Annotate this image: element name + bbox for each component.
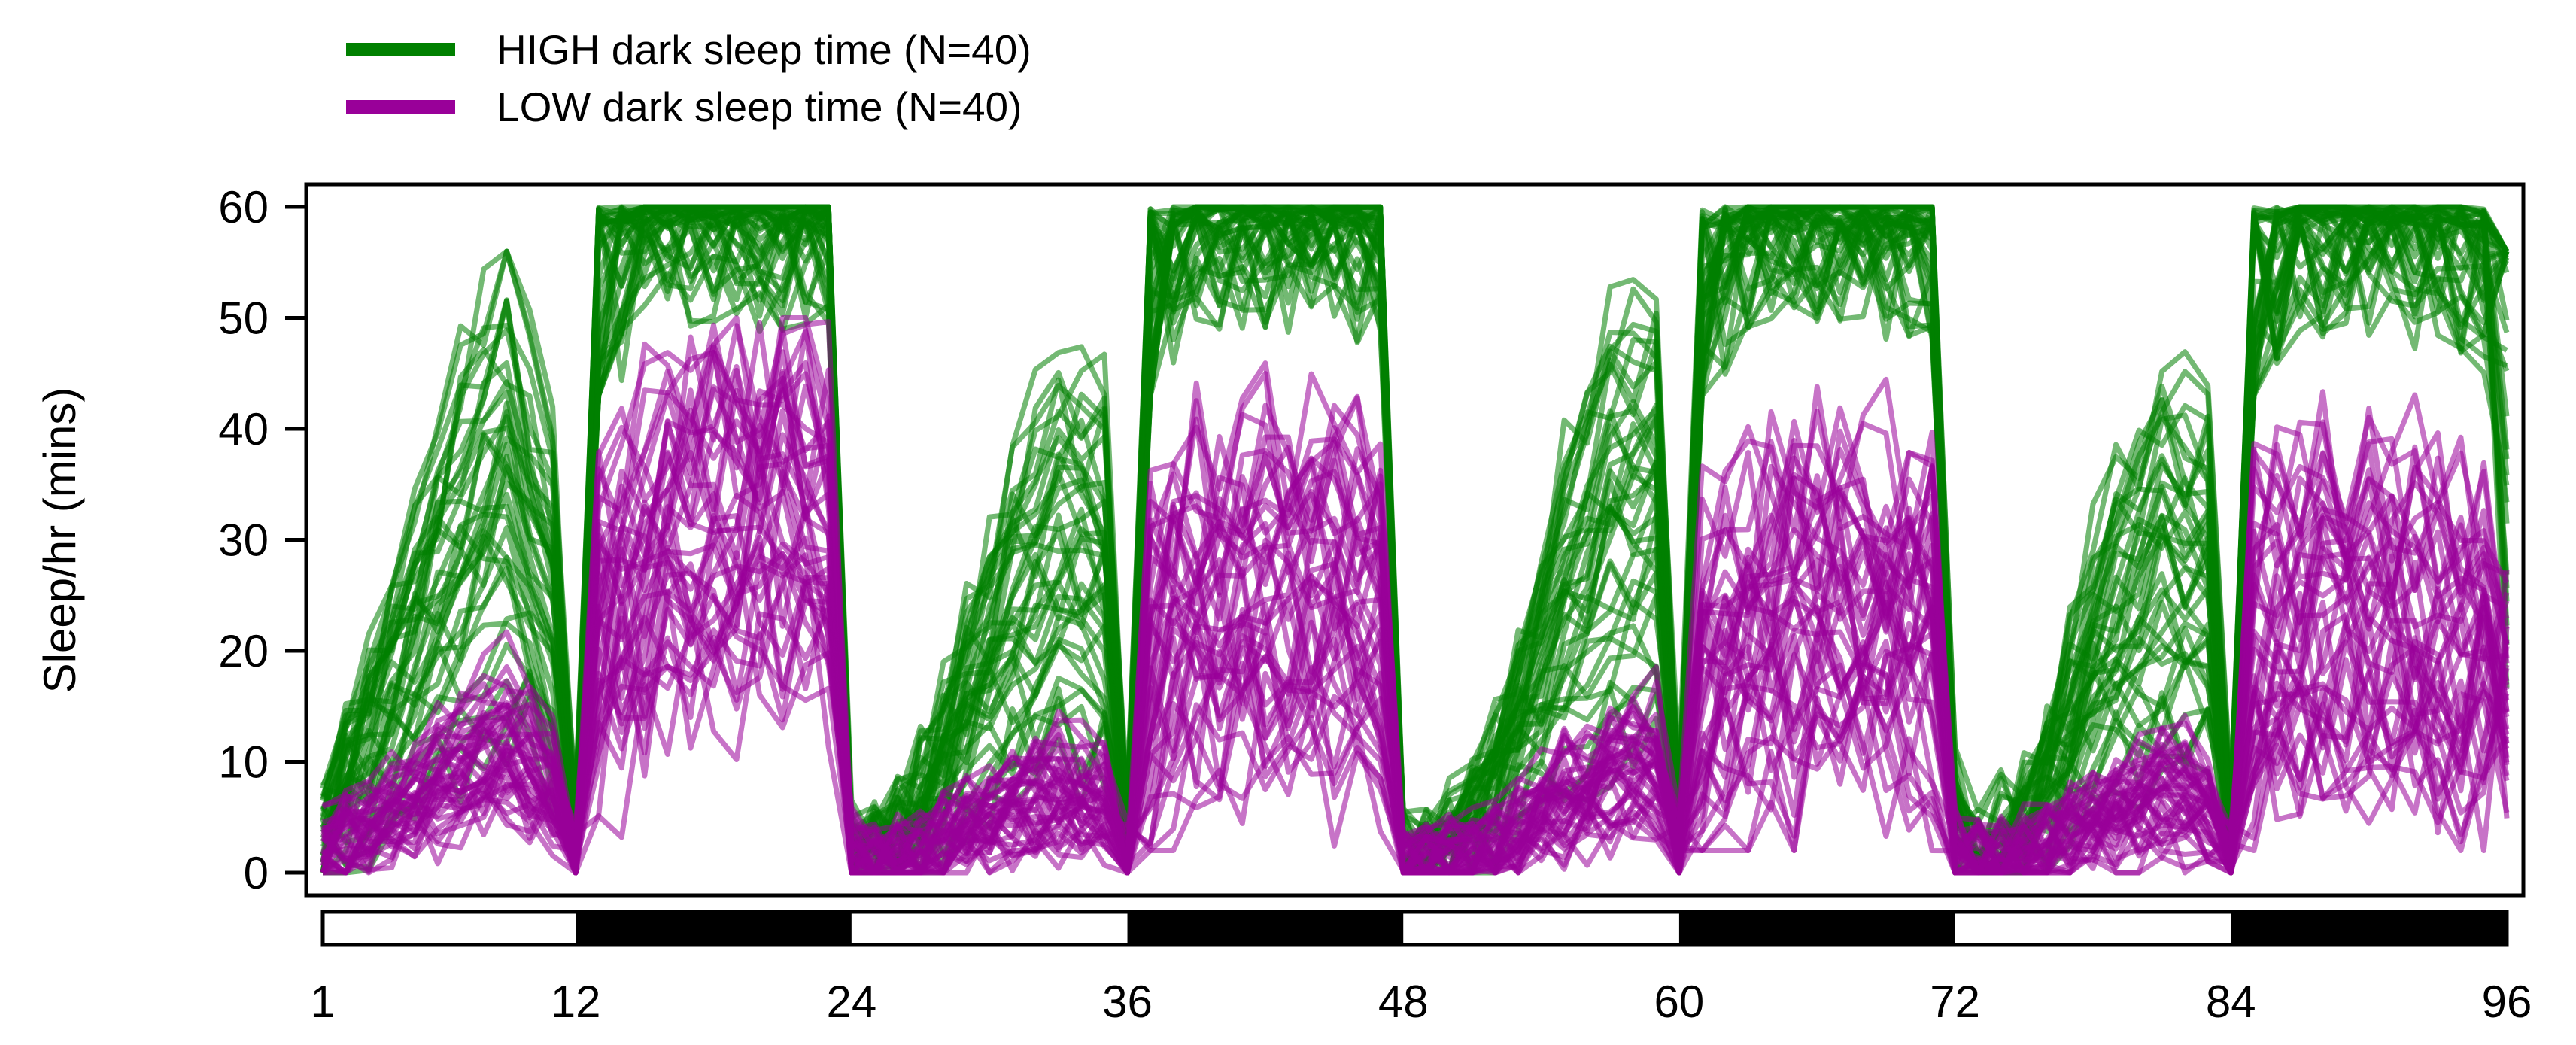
dark-period — [1678, 912, 1955, 945]
y-axis-title: Sleep/hr (mins) — [35, 387, 85, 694]
legend: HIGH dark sleep time (N=40) LOW dark sle… — [346, 26, 1031, 130]
x-tick-label: 24 — [826, 977, 876, 1027]
light-period — [323, 912, 576, 945]
series-line-low — [321, 369, 2510, 876]
light-period — [1403, 912, 1679, 945]
x-tick-label: 60 — [1654, 977, 1705, 1027]
y-tick-label: 50 — [218, 293, 269, 344]
x-tick-label: 48 — [1378, 977, 1429, 1027]
series-group-low — [320, 315, 2510, 876]
x-tick-label: 84 — [2206, 977, 2256, 1027]
dark-period — [576, 912, 852, 945]
x-tick-label: 72 — [1930, 977, 1980, 1027]
y-tick-label: 40 — [218, 404, 269, 454]
y-tick-label: 60 — [218, 182, 269, 232]
series-line-low — [320, 550, 2510, 876]
x-tick-label: 1 — [310, 977, 335, 1027]
x-tick-label: 36 — [1102, 977, 1153, 1027]
light-period — [1955, 912, 2231, 945]
y-tick-label: 30 — [218, 515, 269, 566]
dark-period — [2231, 912, 2507, 945]
light-dark-bar-frame — [320, 910, 2509, 947]
y-tick-label: 0 — [244, 848, 269, 898]
x-tick-label: 12 — [551, 977, 601, 1027]
dark-period — [1127, 912, 1404, 945]
series-lines-layer — [320, 204, 2510, 876]
light-dark-bar — [320, 910, 2509, 947]
axes-layer: 0 10 20 30 40 50 60 1 12 24 36 48 60 72 84 96 — [218, 182, 2532, 1027]
light-period — [851, 912, 1128, 945]
legend-label-high: HIGH dark sleep time (N=40) — [497, 26, 1031, 73]
x-tick-label: 96 — [2482, 977, 2532, 1027]
y-tick-label: 20 — [218, 626, 269, 676]
series-line-low — [321, 513, 2510, 876]
y-tick-label: 10 — [218, 737, 269, 788]
legend-label-low: LOW dark sleep time (N=40) — [497, 84, 1022, 130]
series-line-low — [322, 535, 2510, 876]
